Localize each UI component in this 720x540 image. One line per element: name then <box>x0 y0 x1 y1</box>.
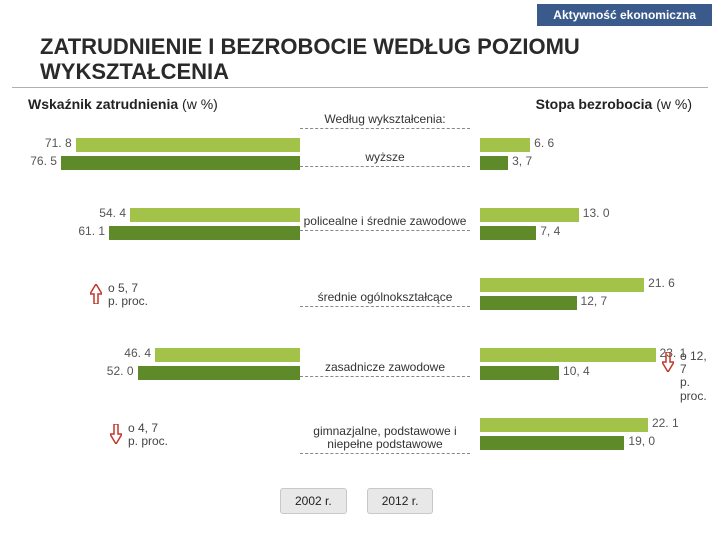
left-val-2002: 54. 4 <box>86 206 126 220</box>
cat-label-0: wyższe <box>300 151 470 167</box>
left-row: 71. 8 76. 5 <box>10 132 300 192</box>
right-bar-2012 <box>480 296 577 310</box>
right-val-2012: 10, 4 <box>563 364 603 378</box>
right-val-2012: 7, 4 <box>540 224 580 238</box>
arrow-up-icon <box>90 284 102 304</box>
subhead-right-thin: (w %) <box>652 96 692 112</box>
right-val-2012: 3, 7 <box>512 154 552 168</box>
right-bar-2012 <box>480 366 559 380</box>
left-row: 46. 4 52. 0 <box>10 342 300 402</box>
cat-label-4: gimnazjalne, podstawowe i niepełne podst… <box>300 425 470 454</box>
annot-text: o 5, 7p. proc. <box>108 281 148 308</box>
left-val-2012: 61. 1 <box>65 224 105 238</box>
subhead-right: Stopa bezrobocia (w %) <box>462 96 692 112</box>
left-row: o 5, 7p. proc. <box>10 272 300 332</box>
left-bar-2002 <box>76 138 300 152</box>
left-val-2012: 76. 5 <box>17 154 57 168</box>
right-val-2002: 13. 0 <box>583 206 623 220</box>
subhead-left: Wskaźnik zatrudnienia (w %) <box>28 96 328 112</box>
left-bar-2012 <box>61 156 300 170</box>
annot-text: o 12, 7p. proc. <box>680 349 707 403</box>
right-val-2002: 22. 1 <box>652 416 692 430</box>
right-row: 23. 110, 4o 12, 7p. proc. <box>480 342 710 402</box>
arrow-down-icon <box>110 424 122 444</box>
right-val-2012: 12, 7 <box>581 294 621 308</box>
right-row: 21. 6 12, 7 <box>480 272 710 332</box>
page-title: ZATRUDNIENIE I BEZROBOCIE WEDŁUG POZIOMU… <box>12 26 708 88</box>
left-row: o 4, 7p. proc. <box>10 412 300 472</box>
center-column: Według wykształcenia: wyższe policealne … <box>300 122 470 487</box>
right-bar-2002 <box>480 208 579 222</box>
left-bar-2012 <box>138 366 301 380</box>
right-bar-2012 <box>480 436 624 450</box>
left-bar-2002 <box>130 208 300 222</box>
legend-2002: 2002 r. <box>280 488 347 514</box>
subhead-right-bold: Stopa bezrobocia <box>536 96 653 112</box>
left-bar-2012 <box>109 226 300 240</box>
legend-2012: 2012 r. <box>367 488 434 514</box>
right-bar-2012 <box>480 226 536 240</box>
right-val-2012: 19, 0 <box>628 434 668 448</box>
right-row: 22. 1 19, 0 <box>480 412 710 472</box>
arrow-down-icon <box>662 352 674 372</box>
right-row: 6. 6 3, 7 <box>480 132 710 192</box>
subhead-left-thin: (w %) <box>178 96 218 112</box>
annot-text: o 4, 7p. proc. <box>128 421 168 448</box>
left-chart: 71. 8 76. 5 54. 4 61. 1 o 5, 7p. proc. 46. 4 5… <box>10 132 300 482</box>
header-tab: Aktywność ekonomiczna <box>537 4 712 26</box>
left-bar-2002 <box>155 348 300 362</box>
right-val-2002: 21. 6 <box>648 276 688 290</box>
right-bar-2002 <box>480 278 644 292</box>
left-val-2002: 71. 8 <box>32 136 72 150</box>
right-bar-2002 <box>480 138 530 152</box>
right-row: 13. 07, 4 <box>480 202 710 262</box>
right-chart: 6. 63, 713. 07, 421. 612, 723. 110, 4o 1… <box>480 132 710 482</box>
right-bar-2002 <box>480 348 656 362</box>
left-annotation: o 4, 7p. proc. <box>128 422 168 448</box>
legend: 2002 r. 2012 r. <box>280 488 433 514</box>
left-val-2002: 46. 4 <box>111 346 151 360</box>
left-annotation: o 5, 7p. proc. <box>108 282 148 308</box>
right-val-2002: 6. 6 <box>534 136 574 150</box>
subhead-left-bold: Wskaźnik zatrudnienia <box>28 96 178 112</box>
right-bar-2012 <box>480 156 508 170</box>
left-row: 54. 4 61. 1 <box>10 202 300 262</box>
cat-label-2: średnie ogólnokształcące <box>300 291 470 307</box>
left-val-2012: 52. 0 <box>94 364 134 378</box>
center-heading: Według wykształcenia: <box>300 112 470 129</box>
right-annotation: o 12, 7p. proc. <box>680 350 710 403</box>
right-bar-2002 <box>480 418 648 432</box>
cat-label-1: policealne i średnie zawodowe <box>300 215 470 231</box>
cat-label-3: zasadnicze zawodowe <box>300 361 470 377</box>
